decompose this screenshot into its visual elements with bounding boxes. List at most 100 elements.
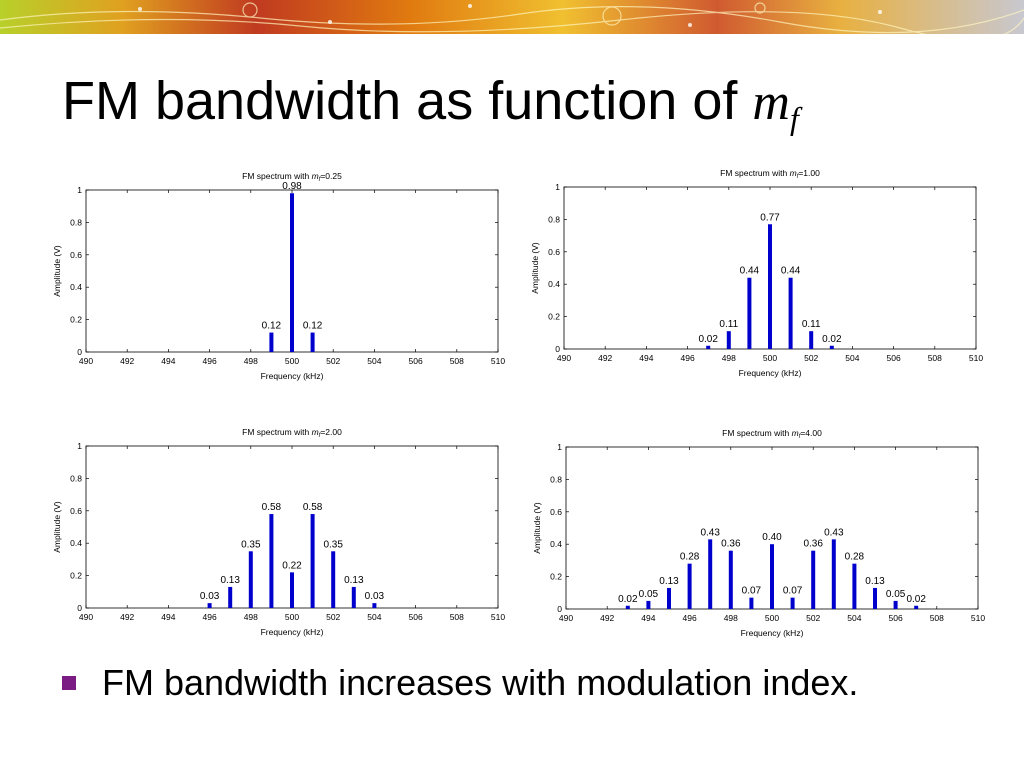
y-tick-label: 0.6: [70, 250, 82, 260]
spectral-line-bar: [248, 551, 253, 608]
y-tick-label: 0: [77, 603, 82, 613]
y-axis-label: Amplitude (V): [52, 501, 62, 553]
slide-title-var-sub: f: [789, 100, 799, 136]
x-tick-label: 494: [161, 356, 175, 366]
bar-value-label: 0.07: [783, 586, 803, 597]
bar-value-label: 0.98: [282, 181, 302, 192]
spectral-line-bar: [351, 586, 356, 608]
x-tick-label: 496: [203, 612, 217, 622]
bar-value-label: 0.43: [700, 527, 720, 538]
spectral-line-bar: [873, 587, 877, 609]
spectral-line-bar: [790, 597, 795, 609]
y-tick-label: 0.6: [70, 506, 82, 516]
spectral-line-bar: [310, 514, 315, 608]
chart-title: FM spectrum with mf=0.25: [242, 171, 342, 183]
bar-value-label: 0.02: [906, 594, 926, 605]
fm-spectrum-chart-mf-2.00: FM spectrum with mf=2.00 490 492 494 496 498 5…: [46, 420, 506, 650]
x-tick-label: 492: [120, 612, 134, 622]
bar-value-label: 0.44: [781, 266, 801, 277]
x-tick-label: 492: [120, 356, 134, 366]
bar-value-label: 0.28: [845, 552, 865, 563]
x-tick-label: 506: [889, 613, 903, 623]
bullet-text: FM bandwidth increases with modulation i…: [102, 662, 859, 703]
chart-title: FM spectrum with mf=4.00: [722, 428, 822, 440]
spectral-line-bar: [372, 603, 377, 608]
x-tick-label: 508: [450, 612, 464, 622]
x-tick-label: 504: [847, 613, 861, 623]
x-tick-label: 508: [928, 353, 942, 363]
spectral-line-bar: [269, 514, 274, 608]
x-tick-label: 502: [804, 353, 818, 363]
bar-value-label: 0.58: [262, 502, 282, 513]
spectral-line-bar: [747, 277, 752, 349]
y-tick-label: 0: [77, 347, 82, 357]
bar-value-label: 0.13: [865, 576, 885, 587]
x-tick-label: 496: [203, 356, 217, 366]
bar-value-label: 0.13: [220, 575, 240, 586]
spectral-line-bar: [893, 600, 898, 609]
spectral-line-bar: [207, 603, 212, 608]
x-tick-label: 494: [641, 613, 655, 623]
spectral-line-bar: [269, 332, 274, 352]
y-tick-label: 0.8: [70, 473, 82, 483]
x-tick-label: 494: [639, 353, 653, 363]
spectral-line-bar: [228, 586, 233, 608]
x-tick-label: 510: [491, 612, 505, 622]
x-tick-label: 490: [79, 612, 93, 622]
bar-value-label: 0.43: [824, 527, 844, 538]
chart-title: FM spectrum with mf=1.00: [720, 168, 820, 180]
slide-title: FM bandwidth as function of mf: [62, 70, 799, 137]
bar-value-label: 0.02: [822, 334, 842, 345]
y-tick-label: 0.2: [548, 312, 560, 322]
y-tick-label: 1: [77, 185, 82, 195]
x-tick-label: 500: [763, 353, 777, 363]
bar-value-label: 0.36: [803, 539, 823, 550]
bar-value-label: 0.02: [698, 334, 718, 345]
y-axis-label: Amplitude (V): [52, 245, 62, 297]
y-tick-label: 1: [557, 442, 562, 452]
spectral-line-bar: [768, 224, 772, 349]
x-tick-label: 498: [244, 356, 258, 366]
x-axis-label: Frequency (kHz): [261, 371, 324, 381]
x-axis-label: Frequency (kHz): [261, 627, 324, 637]
x-tick-label: 496: [683, 613, 697, 623]
spectral-line-bar: [788, 277, 793, 349]
bar-value-label: 0.12: [262, 321, 282, 332]
y-tick-label: 0.4: [550, 539, 562, 549]
spectral-line-bar: [310, 332, 315, 352]
y-tick-label: 0.4: [70, 538, 82, 548]
bar-value-label: 0.05: [886, 589, 906, 600]
chart-svg: FM spectrum with mf=2.00 490 492 494 496 498 5…: [52, 427, 505, 637]
spectral-line-bar: [726, 331, 731, 349]
slide-title-var-m: m: [752, 74, 790, 131]
x-tick-label: 510: [491, 356, 505, 366]
spectral-line-bar: [290, 193, 294, 352]
bar-value-label: 0.77: [760, 212, 780, 223]
spectral-line-bar: [914, 605, 919, 609]
y-axis-label: Amplitude (V): [530, 242, 540, 294]
x-tick-label: 500: [285, 356, 299, 366]
spectral-line-bar: [831, 539, 836, 609]
x-axis-label: Frequency (kHz): [739, 368, 802, 378]
spectral-line-bar: [625, 605, 630, 609]
bullet-item: FM bandwidth increases with modulation i…: [62, 660, 858, 706]
x-tick-label: 504: [367, 356, 381, 366]
spectral-line-bar: [708, 539, 713, 609]
x-tick-label: 490: [557, 353, 571, 363]
x-tick-label: 496: [681, 353, 695, 363]
y-tick-label: 0.2: [70, 315, 82, 325]
x-tick-label: 508: [450, 356, 464, 366]
x-tick-label: 500: [285, 612, 299, 622]
x-tick-label: 510: [969, 353, 983, 363]
x-tick-label: 490: [79, 356, 93, 366]
x-tick-label: 490: [559, 613, 573, 623]
y-tick-label: 0.4: [70, 282, 82, 292]
y-tick-label: 1: [77, 441, 82, 451]
fm-spectrum-chart-mf-1.00: FM spectrum with mf=1.00 490 492 494 496 498 5…: [524, 161, 984, 391]
bullet-square-icon: [62, 676, 76, 690]
bar-value-label: 0.22: [282, 560, 302, 571]
decorative-banner: [0, 0, 1024, 34]
bar-value-label: 0.58: [303, 502, 323, 513]
y-tick-label: 0.8: [550, 474, 562, 484]
x-tick-label: 504: [367, 612, 381, 622]
